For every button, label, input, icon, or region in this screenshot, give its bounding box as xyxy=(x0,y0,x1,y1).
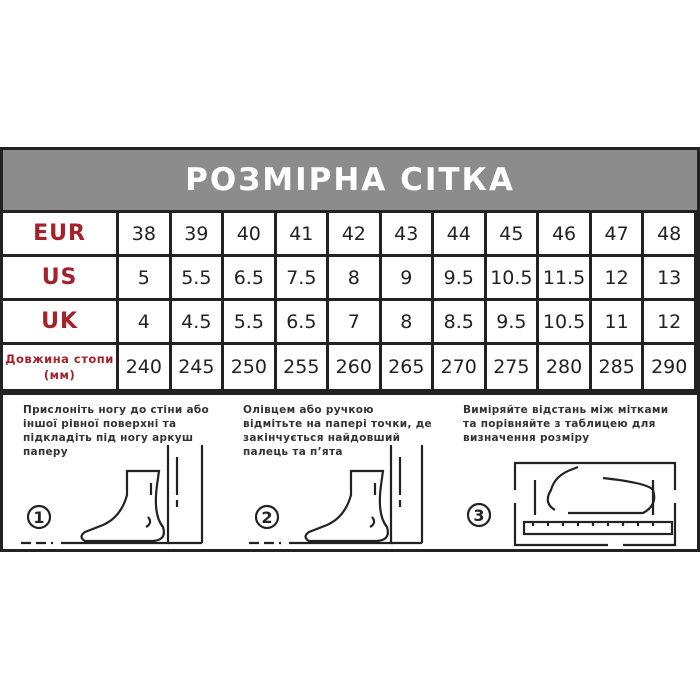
instructions: Прислоніть ногу до стіни або іншої рівно… xyxy=(3,395,697,549)
size-chart: РОЗМІРНА СІТКА EUR 38 39 40 41 42 43 44 45 46 47 48… xyxy=(0,147,700,552)
size-cell: 13 xyxy=(644,257,694,298)
size-cell: 11 xyxy=(591,301,642,342)
row-label: EUR xyxy=(3,213,117,254)
size-cell: 46 xyxy=(539,213,589,254)
size-cell: 260 xyxy=(329,345,379,389)
step-2: Олівцем або ручкою відмітьте на папері т… xyxy=(243,403,463,459)
size-cell: 41 xyxy=(276,213,327,254)
size-cell: 280 xyxy=(539,345,589,389)
size-cell: 40 xyxy=(224,213,274,254)
size-cell: 290 xyxy=(644,345,694,389)
size-cell: 44 xyxy=(434,213,484,254)
size-cell: 6.5 xyxy=(276,301,327,342)
size-cell: 10.5 xyxy=(539,301,589,342)
row-label: US xyxy=(3,257,117,298)
size-cell: 11.5 xyxy=(539,257,589,298)
size-table: EUR 38 39 40 41 42 43 44 45 46 47 48 US 5 5.5 6.5 7.5 8 9 9… xyxy=(0,210,697,392)
size-cell: 47 xyxy=(591,213,642,254)
step-text: Олівцем або ручкою відмітьте на папері т… xyxy=(243,404,432,458)
size-cell: 12 xyxy=(591,257,642,298)
step-1: Прислоніть ногу до стіни або іншої рівно… xyxy=(23,403,243,459)
size-cell: 9 xyxy=(381,257,432,298)
size-cell: 4.5 xyxy=(171,301,222,342)
size-cell: 6.5 xyxy=(224,257,274,298)
size-cell: 8 xyxy=(329,257,379,298)
step-3: Виміряйте відстань між мітками та порівн… xyxy=(463,403,683,445)
size-cell: 250 xyxy=(224,345,274,389)
size-row: US 5 5.5 6.5 7.5 8 9 9.5 10.5 11.5 12 13 xyxy=(3,257,694,298)
step-text: Прислоніть ногу до стіни або іншої рівно… xyxy=(23,404,210,458)
size-row: Довжина стопи (мм) 240 245 250 255 260 265 270 2… xyxy=(3,345,694,389)
size-cell: 43 xyxy=(381,213,432,254)
size-cell: 255 xyxy=(276,345,327,389)
size-cell: 8.5 xyxy=(434,301,484,342)
step-number-1: 1 xyxy=(33,508,44,527)
row-label: UK xyxy=(3,301,117,342)
size-cell: 39 xyxy=(171,213,222,254)
size-cell: 265 xyxy=(381,345,432,389)
size-cell: 48 xyxy=(644,213,694,254)
size-cell: 7 xyxy=(329,301,379,342)
size-cell: 7.5 xyxy=(276,257,327,298)
size-cell: 10.5 xyxy=(486,257,537,298)
foot-against-wall-illustration-1: 1 xyxy=(21,445,204,545)
step-number-2: 2 xyxy=(261,508,272,527)
size-cell: 270 xyxy=(434,345,484,389)
chart-title: РОЗМІРНА СІТКА xyxy=(3,150,697,210)
step-number-3: 3 xyxy=(473,506,484,525)
size-cell: 42 xyxy=(329,213,379,254)
foot-marking-illustration-2: 2 xyxy=(249,445,424,545)
size-cell: 240 xyxy=(119,345,169,389)
size-cell: 9.5 xyxy=(434,257,484,298)
step-text: Виміряйте відстань між мітками та порівн… xyxy=(463,404,669,444)
size-cell: 5.5 xyxy=(171,257,222,298)
row-label: Довжина стопи (мм) xyxy=(3,345,117,389)
size-cell: 45 xyxy=(486,213,537,254)
size-cell: 12 xyxy=(644,301,694,342)
size-row: EUR 38 39 40 41 42 43 44 45 46 47 48 xyxy=(3,213,694,254)
size-cell: 275 xyxy=(486,345,537,389)
size-cell: 245 xyxy=(171,345,222,389)
size-row: UK 4 4.5 5.5 6.5 7 8 8.5 9.5 10.5 11 12 xyxy=(3,301,694,342)
size-cell: 285 xyxy=(591,345,642,389)
size-cell: 5.5 xyxy=(224,301,274,342)
size-cell: 4 xyxy=(119,301,169,342)
size-cell: 5 xyxy=(119,257,169,298)
foot-measuring-illustration-3: 3 xyxy=(466,461,677,547)
size-cell: 8 xyxy=(381,301,432,342)
size-cell: 9.5 xyxy=(486,301,537,342)
size-cell: 38 xyxy=(119,213,169,254)
